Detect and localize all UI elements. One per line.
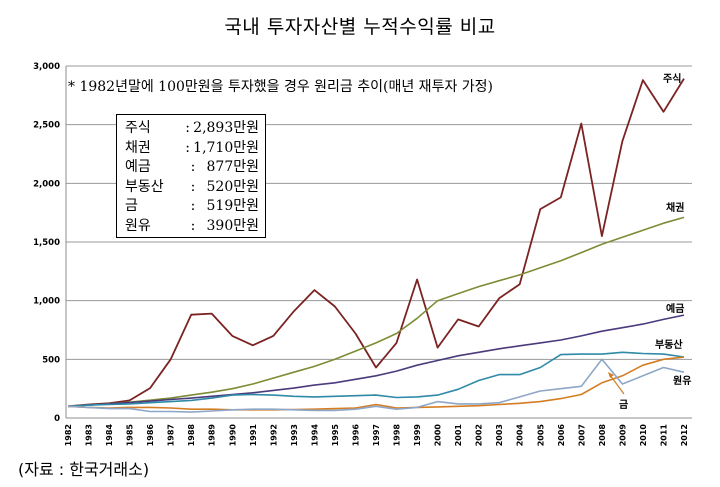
summary-colon: : xyxy=(190,198,196,214)
x-tick-label: 2000 xyxy=(434,424,443,447)
series-line-2 xyxy=(67,314,685,408)
x-tick-label: 1984 xyxy=(105,424,114,447)
y-tick-label: 1,000 xyxy=(33,297,60,307)
summary-asset-name: 원유 xyxy=(125,217,151,234)
x-tick-label: 1986 xyxy=(146,424,155,447)
summary-colon: : xyxy=(185,139,190,156)
summary-row-gold: 금:519만원 xyxy=(125,197,259,217)
x-tick-label: 2008 xyxy=(598,424,607,447)
y-tick-label: 2,500 xyxy=(33,121,60,131)
chart-note: * 1982년말에 100만원을 투자했을 경우 원리금 추이(매년 재투자 가… xyxy=(68,79,493,95)
x-tick-label: 1990 xyxy=(228,424,237,447)
summary-row-oil: 원유:390만원 xyxy=(125,217,259,237)
y-tick-label: 3,000 xyxy=(33,62,60,72)
summary-box: 주식:2,893만원 채권:1,710만원 예금:877만원 부동산:520만원… xyxy=(116,114,266,238)
series-label-gold: 금 xyxy=(619,399,628,411)
summary-colon: : xyxy=(190,159,196,175)
series-line-3 xyxy=(67,351,685,408)
y-tick-labels: 0 500 1,000 1,500 2,000 2,500 3,000 xyxy=(33,62,60,424)
x-tick-label: 2005 xyxy=(536,424,545,447)
x-tick-label: 2006 xyxy=(557,424,566,447)
x-tick-label: 1999 xyxy=(413,424,422,447)
x-tick-label: 2004 xyxy=(516,424,525,447)
summary-asset-value: 520만원 xyxy=(206,178,259,195)
summary-colon: : xyxy=(185,120,190,136)
x-tick-label: 1993 xyxy=(290,424,299,446)
gold-pointer-arrow xyxy=(609,374,625,395)
series-line-0 xyxy=(67,78,685,408)
summary-row-stock: 주식:2,893만원 xyxy=(125,119,259,139)
series-line-5 xyxy=(67,358,685,413)
source-note: (자료 : 한국거래소) xyxy=(18,460,150,479)
y-tick-label: 500 xyxy=(42,355,60,365)
y-tick-label: 2,000 xyxy=(33,179,60,189)
summary-row-realestate: 부동산:520만원 xyxy=(125,178,259,198)
x-tick-label: 1991 xyxy=(249,424,258,447)
x-tick-label: 1982 xyxy=(64,424,73,446)
series-label-stock: 주식 xyxy=(663,72,681,85)
x-tick-label: 1995 xyxy=(331,424,340,447)
x-tick-label: 2012 xyxy=(680,424,689,446)
summary-asset-name: 채권 xyxy=(125,139,151,156)
x-tick-label: 1994 xyxy=(310,424,319,447)
x-tick-label: 2009 xyxy=(618,424,627,447)
x-tick-label: 2007 xyxy=(577,424,586,446)
gold-pointer-arrowhead xyxy=(608,372,614,378)
x-tick-label: 1992 xyxy=(269,424,278,446)
summary-asset-value: 877만원 xyxy=(206,159,259,175)
x-tick-label: 2011 xyxy=(659,424,668,447)
y-tick-label: 0 xyxy=(54,414,60,424)
y-tick-label: 1,500 xyxy=(33,238,60,248)
x-tick-label: 1989 xyxy=(208,424,217,447)
summary-asset-value: 519만원 xyxy=(206,198,259,214)
series-label-realestate: 부동산 xyxy=(655,338,683,351)
x-tick-label: 1996 xyxy=(351,424,360,447)
summary-asset-name: 주식 xyxy=(125,120,151,136)
series-label-deposit: 예금 xyxy=(666,302,684,315)
gridlines xyxy=(66,65,692,360)
summary-asset-name: 부동산 xyxy=(125,178,164,195)
summary-asset-name: 금 xyxy=(125,198,138,214)
summary-asset-value: 2,893만원 xyxy=(193,120,259,136)
summary-row-bond: 채권:1,710만원 xyxy=(125,139,259,159)
x-tick-label: 2010 xyxy=(639,424,648,447)
x-tick-label: 1988 xyxy=(187,424,196,447)
series-label-bond: 채권 xyxy=(666,201,684,214)
summary-colon: : xyxy=(190,178,196,195)
chart-title: 국내 투자자산별 누적수익률 비교 xyxy=(224,16,496,38)
x-tick-label: 1997 xyxy=(372,424,381,446)
summary-row-deposit: 예금:877만원 xyxy=(125,158,259,178)
x-tick-label: 2001 xyxy=(454,424,463,447)
series-label-oil: 원유 xyxy=(673,374,691,387)
series-line-4 xyxy=(67,356,685,411)
summary-asset-value: 1,710만원 xyxy=(193,139,259,156)
x-tick-label: 1985 xyxy=(126,424,135,447)
summary-asset-value: 390만원 xyxy=(206,217,259,234)
x-tick-label: 2003 xyxy=(495,424,504,446)
x-tick-label: 1983 xyxy=(85,424,94,446)
x-tick-label: 1987 xyxy=(167,424,176,446)
series-labels: 주식 채권 예금 부동산 원유 금 xyxy=(608,72,691,411)
series-line-1 xyxy=(67,216,685,408)
series-lines xyxy=(67,78,685,413)
x-tick-label: 2002 xyxy=(475,424,484,446)
summary-colon: : xyxy=(190,217,196,234)
summary-asset-name: 예금 xyxy=(125,159,151,175)
x-tick-labels: 1982 1983 1984 1985 1986 1987 1988 1989 1990 1991… xyxy=(64,424,689,447)
x-tick-label: 1998 xyxy=(393,424,402,447)
